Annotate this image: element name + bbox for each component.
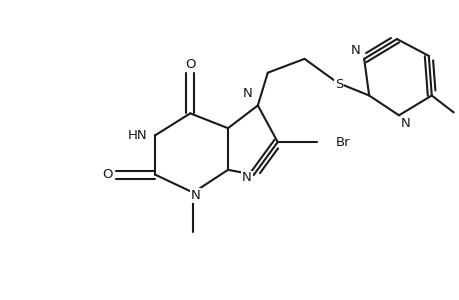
Text: N: N — [241, 171, 252, 184]
Text: N: N — [400, 117, 410, 130]
Text: Br: Br — [335, 136, 349, 148]
Text: N: N — [350, 44, 359, 57]
Text: N: N — [243, 88, 252, 100]
Text: S: S — [335, 78, 343, 91]
Text: O: O — [185, 58, 195, 71]
Text: O: O — [102, 168, 113, 181]
Text: HN: HN — [128, 129, 147, 142]
Text: N: N — [190, 189, 200, 202]
